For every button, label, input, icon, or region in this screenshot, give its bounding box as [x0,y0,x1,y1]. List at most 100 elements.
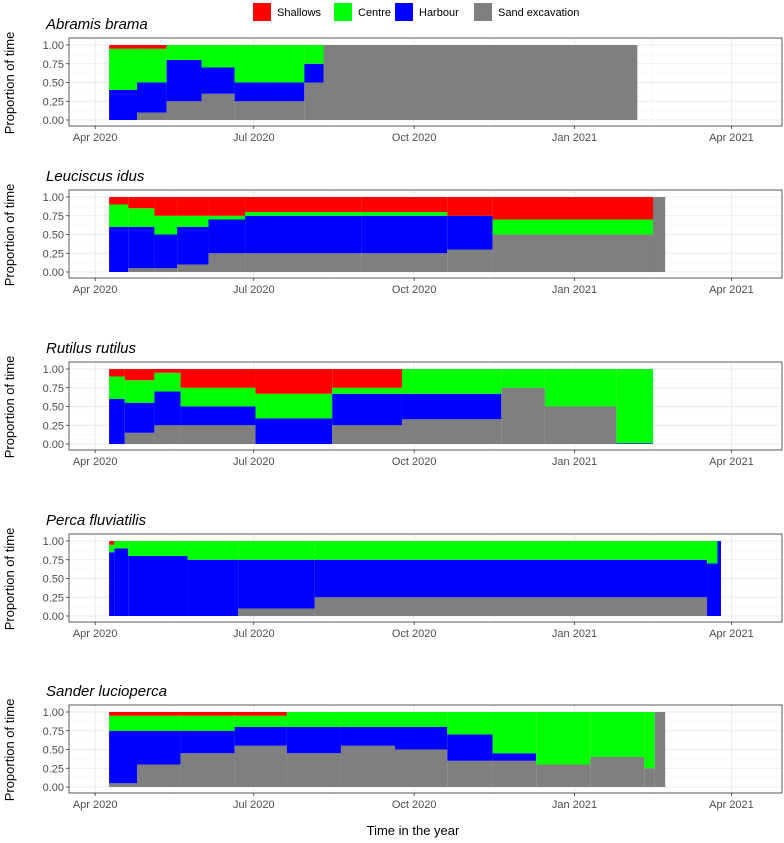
x-tick-label: Jan 2021 [552,799,597,811]
panel-title: Abramis brama [45,16,148,33]
area-band-sand-excavation [536,764,591,787]
area-band-harbour [136,82,167,113]
area-band-centre [128,208,155,227]
panel-title: Rutilus rutilus [46,340,137,357]
area-band-sand-excavation [654,712,666,787]
legend-key-centre [334,3,352,21]
area-band-sand-excavation [323,45,638,120]
area-band-centre [492,712,537,754]
area-band-sand-excavation [590,757,645,787]
area-band-centre [304,45,324,64]
area-band-centre [109,544,115,553]
panels: Abramis brama Proportion of time 0.00 0.25 0… [2,16,783,811]
y-axis-title: Proportion of time [2,356,17,459]
area-band-shallows [136,712,181,716]
y-tick-label: 1.00 [43,192,64,204]
area-band-harbour [717,541,721,616]
area-band-sand-excavation [644,768,655,787]
y-tick-label: 0.50 [43,745,64,757]
area-band-centre [492,219,653,235]
area-band-shallows [136,45,167,49]
area-band-shallows [154,369,181,373]
area-band-centre [154,372,181,392]
area-band-sand-excavation [340,745,395,787]
area-band-harbour [128,227,155,269]
panel-border [68,533,783,623]
area-band-sand-excavation [154,268,178,272]
y-axis-title: Proportion of time [2,699,17,802]
area-band-centre [544,369,617,407]
x-tick-label: Apr 2020 [73,132,118,144]
area-band-centre [707,541,718,564]
panel-4: Perca fluviatilis Proportion of time 0.00 0… [2,512,783,640]
legend-label-sand-excavation: Sand excavation [498,7,579,19]
area-band-sand-excavation [136,112,167,120]
area-band-harbour [304,63,324,83]
y-tick-label: 0.25 [43,420,64,432]
area-band-harbour [114,548,129,616]
area-band-shallows [255,369,333,394]
area-band-sand-excavation [492,760,537,787]
area-band-centre [154,215,178,235]
panel-2: Leuciscus idus Proportion of time 0.00 0.25… [2,168,783,296]
x-tick-label: Apr 2020 [73,284,118,296]
area-band-centre [401,369,502,394]
area-band-centre [314,541,708,560]
area-band-shallows [234,712,287,716]
x-tick-label: Apr 2021 [709,456,754,468]
area-band-sand-excavation [314,597,708,616]
y-tick-label: 0.75 [43,59,64,71]
area-band-sand-excavation [124,432,155,444]
area-band-harbour [255,418,333,444]
area-band-harbour [492,753,537,761]
legend-key-shallows [253,3,271,21]
area-band-centre [180,715,235,731]
area-band-harbour [394,727,448,750]
area-band-centre [109,48,137,90]
area-band-harbour [180,406,256,426]
area-band-shallows [180,369,256,388]
area-band-harbour [245,215,362,254]
area-band-centre [286,712,341,727]
panel-border [68,361,783,451]
area-band-harbour [154,391,181,426]
y-tick-label: 0.00 [43,267,64,279]
x-tick-label: Apr 2020 [73,456,118,468]
area-band-shallows [245,197,362,212]
y-tick-label: 0.25 [43,248,64,260]
area-band-harbour [154,234,178,269]
x-axis-title: Time in the year [367,823,460,838]
area-band-harbour [314,559,708,598]
y-tick-label: 0.25 [43,763,64,775]
area-band-centre [255,393,333,419]
area-band-shallows [109,45,137,49]
area-band-harbour [124,402,155,433]
area-band-harbour [109,399,125,444]
x-tick-label: Jul 2020 [233,799,275,811]
area-band-centre [124,380,155,403]
x-tick-label: Apr 2021 [709,628,754,640]
area-band-shallows [128,197,155,209]
area-band-centre [234,715,287,727]
area-band-centre [136,48,167,83]
y-tick-label: 0.25 [43,96,64,108]
area-band-centre [166,45,202,60]
panel-title: Sander lucioperca [46,683,167,700]
area-band-sand-excavation [234,745,287,787]
x-tick-label: Jul 2020 [233,132,275,144]
area-band-centre [447,712,493,735]
area-band-shallows [177,197,209,216]
area-band-sand-excavation [269,101,305,120]
area-band-centre [340,712,395,727]
area-band-harbour [177,227,209,265]
x-tick-label: Jul 2020 [233,456,275,468]
area-band-centre [109,376,125,399]
x-tick-label: Apr 2021 [709,132,754,144]
area-band-shallows [492,197,653,220]
area-band-centre [109,715,137,731]
area-band-sand-excavation [447,760,493,787]
y-tick-label: 0.00 [43,439,64,451]
area-band-harbour [707,563,718,616]
y-tick-label: 0.25 [43,592,64,604]
